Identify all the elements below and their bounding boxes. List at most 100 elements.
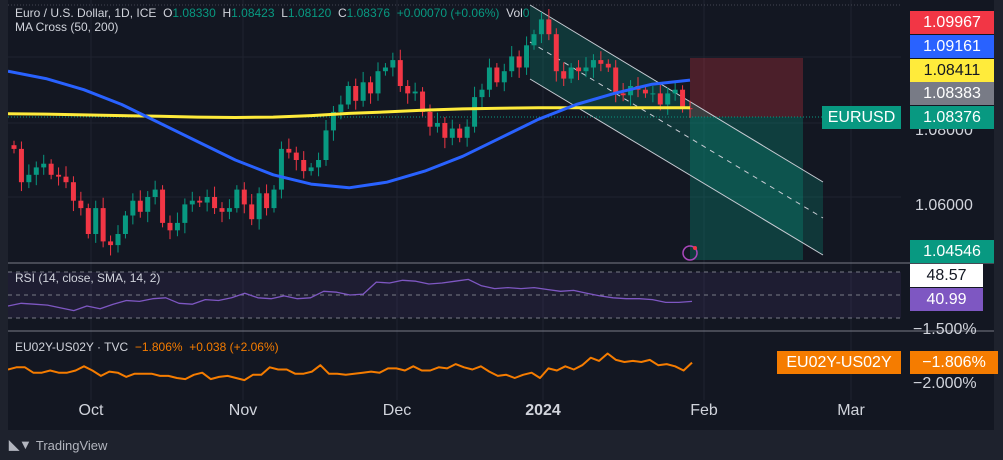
candle-body [226, 208, 232, 212]
chart-area[interactable]: Euro / U.S. Dollar, 1D, ICE O1.08330 H1.… [8, 0, 998, 430]
candle-body [457, 128, 463, 138]
candle-body [375, 71, 381, 94]
price-axis-label: 1.06000 [915, 197, 973, 214]
candle-body [360, 82, 366, 101]
candle-body [620, 93, 626, 96]
candle-body [501, 71, 507, 83]
candle-body [323, 130, 329, 160]
tradingview-brand[interactable]: ◣▼ TradingView [9, 437, 107, 453]
candle-body [434, 123, 440, 127]
candle-body [516, 56, 522, 68]
candle-body [189, 200, 195, 205]
month-label: Nov [228, 402, 258, 419]
month-label: Feb [690, 402, 718, 419]
spread-axis-label: −1.500% [913, 321, 977, 338]
open-value: 1.08330 [172, 6, 216, 20]
candle-body [137, 200, 143, 212]
ma200-line [8, 106, 690, 119]
candle-body [11, 145, 17, 149]
candle-body [382, 67, 388, 72]
spread-legend[interactable]: EU02Y-US02Y · TVC −1.806% +0.038 (+2.06%… [15, 340, 279, 354]
candle-body [122, 215, 128, 234]
stop-loss-zone [690, 58, 803, 117]
candle-body [449, 128, 455, 138]
low-label: L [281, 6, 288, 20]
candle-body [665, 93, 671, 105]
month-label: Oct [78, 402, 104, 419]
candle-body [48, 163, 54, 175]
vol-value: 0 [522, 6, 530, 20]
rsi-sma-tag: 40.99 [910, 288, 983, 311]
candle-body [338, 104, 344, 112]
high-value: 1.08423 [231, 6, 275, 20]
candle-body [531, 34, 537, 46]
candle-body [568, 67, 574, 79]
candle-body [642, 89, 648, 94]
price-tag-ma50: 1.09161 [910, 35, 994, 58]
candle-body [33, 167, 39, 175]
candle-body [509, 56, 515, 72]
candle-body [524, 45, 530, 68]
month-label: 2024 [525, 402, 561, 419]
ma-cross-legend[interactable]: MA Cross (50, 200) [15, 20, 119, 34]
candle-body [561, 71, 567, 79]
candle-body [583, 67, 589, 72]
candle-body [546, 19, 552, 35]
candle-body [412, 91, 418, 94]
candle-body [650, 93, 656, 95]
alert-dot-icon [693, 246, 697, 250]
price-tag-last: 1.08376 [910, 106, 994, 129]
candle-body [553, 34, 559, 72]
brand-label: TradingView [35, 437, 108, 453]
ohlc-legend: Euro / U.S. Dollar, 1D, ICE O1.08330 H1.… [15, 6, 529, 20]
chart-canvas[interactable] [8, 0, 994, 430]
price-tag-ma200: 1.08411 [910, 59, 994, 82]
candle-body [278, 148, 284, 190]
spread-change: +0.038 (+2.06%) [189, 340, 279, 354]
candle-body [56, 174, 62, 177]
candle-body [538, 19, 544, 35]
tradingview-logo-icon: ◣▼ [9, 437, 32, 452]
spread-value: −1.806% [134, 340, 183, 354]
candle-body [271, 189, 277, 209]
spread-title: EU02Y-US02Y · TVC [15, 340, 129, 354]
spread-line [8, 352, 693, 382]
candle-body [368, 82, 374, 94]
candle-body [212, 197, 218, 209]
candle-body [115, 234, 121, 246]
candle-body [494, 67, 500, 83]
rsi-line [8, 278, 693, 312]
candle-body [576, 67, 582, 72]
candle-body [63, 176, 69, 183]
channel-median [529, 41, 824, 219]
change-value: +0.00070 (+0.06%) [396, 6, 500, 20]
spread-axis-label: −2.000% [913, 375, 977, 392]
price-tag-high: 1.09967 [910, 11, 994, 34]
candle-body [353, 86, 359, 101]
candle-body [204, 197, 210, 203]
candle-body [249, 204, 255, 220]
candle-body [293, 152, 299, 160]
month-label: Dec [382, 402, 412, 419]
candle-body [598, 60, 604, 64]
candle-body [85, 208, 91, 234]
candle-body [182, 204, 188, 223]
candle-body [420, 91, 426, 112]
candle-body [405, 86, 411, 94]
rsi-tag: 48.57 [910, 264, 983, 287]
candle-body [41, 163, 47, 168]
candle-body [486, 67, 492, 90]
take-profit-zone [690, 117, 803, 260]
candle-body [26, 174, 32, 183]
candle-body [397, 60, 403, 86]
candle-body [657, 93, 663, 105]
candle-body [256, 193, 262, 220]
price-tag-gray: 1.08383 [910, 82, 994, 105]
vol-label: Vol [506, 6, 523, 20]
spread-symbol-tag: EU02Y-US02Y [777, 351, 901, 374]
rsi-legend[interactable]: RSI (14, close, SMA, 14, 2) [15, 271, 161, 285]
candle-body [264, 193, 270, 209]
candle-body [70, 182, 76, 201]
candle-body [100, 208, 106, 242]
candle-body [680, 89, 686, 109]
